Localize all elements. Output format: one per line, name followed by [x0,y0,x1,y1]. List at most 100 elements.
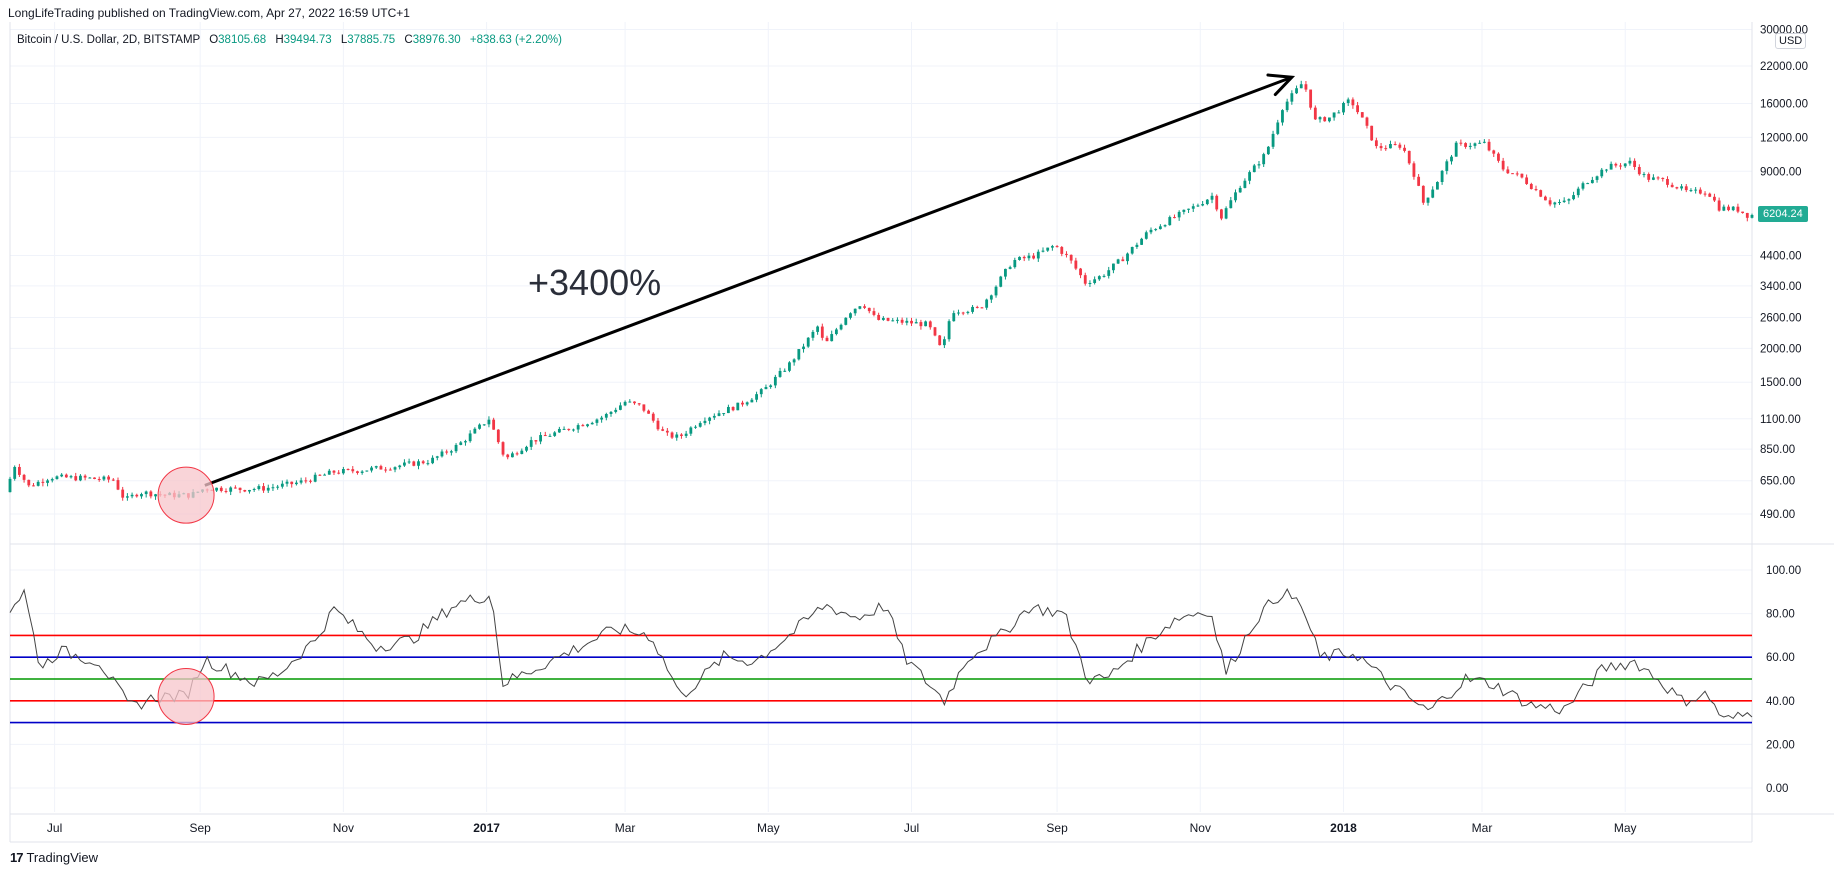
candle [1727,204,1730,212]
candle-body [1121,259,1125,262]
candle [952,310,956,322]
candle-body [496,429,500,443]
candle-body [1173,217,1176,219]
time-tick-label: Mar [1472,821,1493,835]
candle [745,401,749,407]
candle [1666,176,1669,188]
candle [773,374,777,389]
candle-body [1370,125,1374,141]
candle-body [792,359,796,363]
candle [858,306,862,310]
candle [600,415,604,423]
candle [1450,154,1453,165]
candle [562,426,566,430]
candle-body [1553,202,1557,205]
candle-body [482,424,486,426]
candle-body [1323,117,1327,122]
candle [50,477,54,483]
currency-badge[interactable]: USD [1775,33,1807,49]
candle [1079,267,1082,279]
candle [1116,258,1120,265]
candle [1468,142,1472,150]
candle-body [379,466,383,470]
candle-body [313,474,317,482]
candle [520,448,524,455]
candle-body [229,487,233,492]
candle-body [933,327,937,336]
candle [346,468,350,471]
candle [365,470,369,472]
candle [722,413,726,416]
candle [1121,256,1125,262]
candle-body [684,433,688,436]
candle [1266,145,1270,155]
candle [1745,212,1749,222]
candle-body [1717,200,1721,211]
candle-body [877,314,881,320]
candle-body [1135,244,1139,247]
candle [332,470,336,476]
candle [769,384,773,389]
candle-body [1727,206,1730,211]
candle-body [698,423,702,427]
candle-body [633,401,636,404]
candle [1004,268,1007,280]
candle-body [938,335,942,346]
candle-body [759,389,763,395]
candle [750,397,754,403]
candle-body [830,334,834,342]
candle-body [1562,200,1566,203]
candle-body [1112,263,1115,271]
candle [1656,176,1660,181]
candle-body [1482,141,1486,143]
tradingview-footer[interactable]: 17 TradingView [10,850,98,865]
candle-body [680,434,683,436]
rsi-tick-label: 20.00 [1766,739,1795,751]
rsi-level-lines [10,634,1752,724]
candle [1210,192,1214,204]
candle-body [459,442,463,445]
candle [595,418,599,426]
candle [656,417,660,431]
axis-tick-labels: 490.00 650.00 850.00 1100.00 1500.00 2000.00 2… [47,24,1808,835]
candle [1614,162,1618,168]
candle-body [1487,141,1491,151]
candle [1281,109,1284,126]
candle-body [1576,188,1580,196]
candle-body [745,402,749,405]
candle [431,455,434,465]
candle [1412,161,1416,180]
candle-body [13,466,17,479]
candle-body [1680,186,1683,189]
candle [572,428,575,432]
candle [1154,228,1158,232]
candle [529,436,533,450]
candle [1595,175,1599,183]
candle [966,310,970,315]
candle-body [1201,204,1205,206]
candle-body [252,489,256,491]
candle [525,445,528,453]
candle-body [1238,187,1242,193]
candle-body [1191,206,1195,209]
candle [107,475,111,483]
candle-body [891,320,895,322]
candle [708,416,712,425]
candle-body [501,442,505,455]
candle [1069,254,1073,264]
candle [1478,140,1482,144]
candle-body [1126,253,1129,262]
low-value: 37885.75 [347,34,396,46]
candle [69,474,73,479]
candle-body [1609,163,1613,170]
candle [233,485,237,489]
candle [1680,184,1683,191]
candle-body [219,487,223,491]
rsi-tick-label: 80.00 [1766,609,1795,621]
candle [116,477,120,491]
candle [1590,176,1594,184]
candle-body [600,417,604,420]
candle-body [8,478,12,493]
candle [299,477,303,485]
candle-body [736,402,740,411]
